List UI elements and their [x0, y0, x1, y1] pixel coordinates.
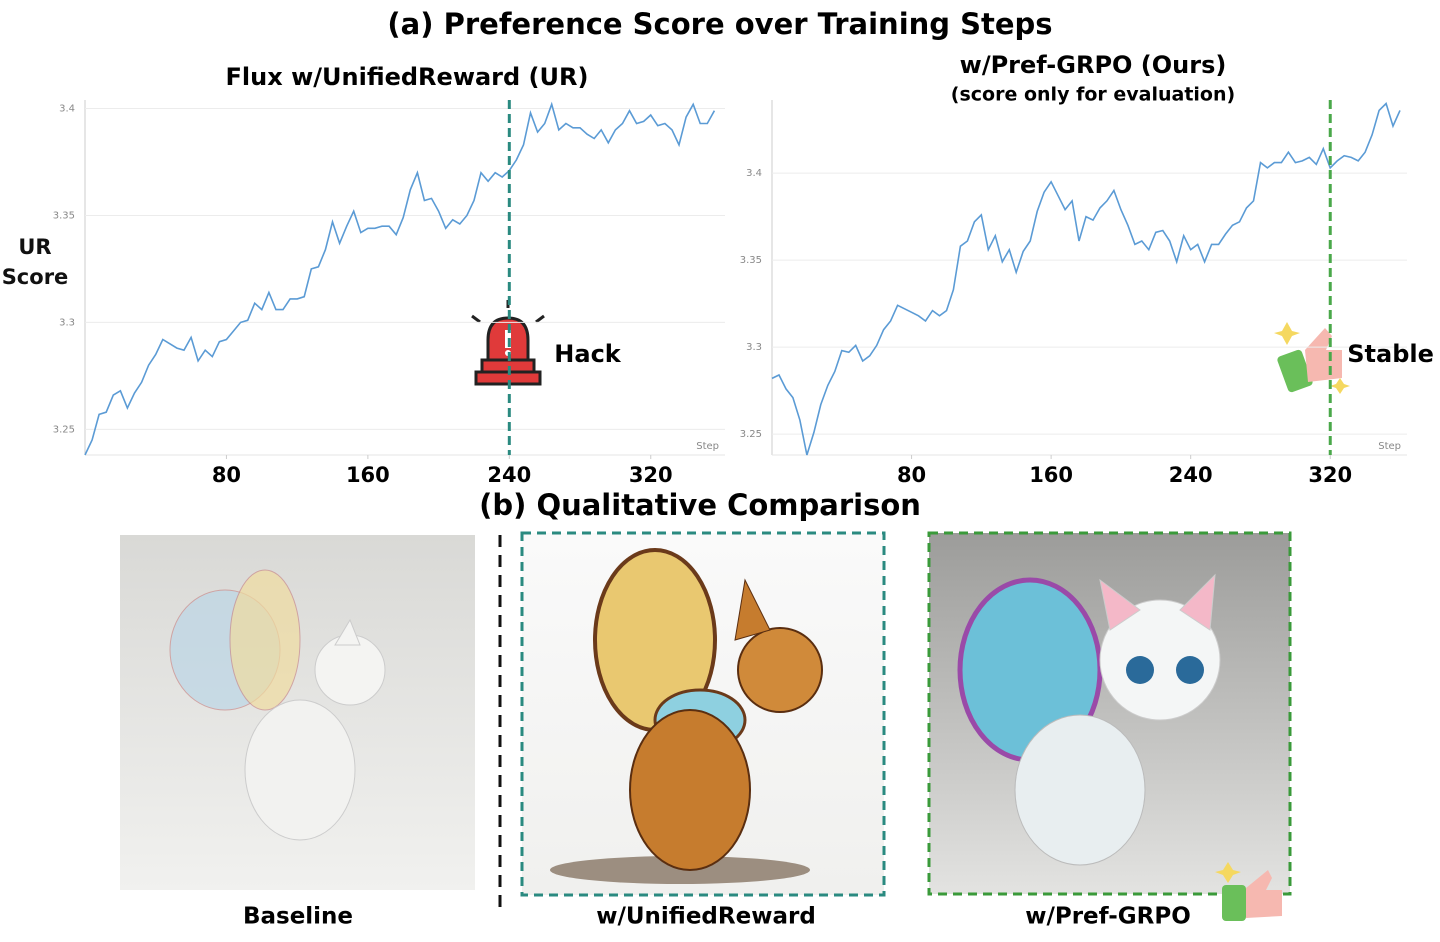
x-axis-label: Step — [1378, 441, 1401, 452]
x-tick-label: 80 — [212, 463, 241, 487]
image-unifiedreward — [520, 531, 886, 897]
y-tick-label: 3.4 — [746, 168, 762, 179]
y-tick-label: 3.4 — [59, 104, 75, 115]
x-tick-label: 160 — [346, 463, 390, 487]
x-tick-label: 240 — [487, 463, 531, 487]
figure-title: (b) Qualitative Comparison — [479, 488, 921, 522]
y-tick-label: 3.35 — [53, 210, 75, 221]
figure-title: (a) Preference Score over Training Steps — [387, 7, 1052, 41]
caption: Baseline — [243, 904, 353, 930]
chart-title: w/Pref-GRPO (Ours) — [960, 51, 1227, 79]
x-tick-label: 320 — [629, 463, 673, 487]
x-tick-label: 240 — [1169, 463, 1213, 487]
data-line — [84, 101, 716, 456]
y-tick-label: 3.25 — [740, 429, 762, 440]
annotation: Stable — [1347, 340, 1434, 368]
caption: w/Pref-GRPO — [1025, 904, 1191, 930]
x-tick-label: 160 — [1029, 463, 1073, 487]
chart-title: Flux w/UnifiedReward (UR) — [226, 63, 589, 91]
y-tick-label: 3.3 — [746, 342, 762, 353]
annotation: Hack — [554, 340, 622, 368]
caption: w/UnifiedReward — [596, 904, 816, 930]
chart-subtitle: (score only for evaluation) — [951, 84, 1235, 106]
thumbs-up-icon — [1215, 862, 1282, 921]
image-pref-grpo — [927, 531, 1292, 896]
y-tick-label: 3.3 — [59, 317, 75, 328]
x-axis-label: Step — [696, 441, 719, 452]
x-tick-label: 320 — [1308, 463, 1352, 487]
image-baseline — [120, 535, 475, 890]
data-line — [771, 102, 1401, 456]
x-tick-label: 80 — [897, 463, 926, 487]
y-tick-label: 3.25 — [53, 424, 75, 435]
y-axis-label: UR Score — [1, 235, 69, 289]
thumbs-up-icon — [1274, 322, 1350, 394]
y-tick-label: 3.35 — [740, 255, 762, 266]
